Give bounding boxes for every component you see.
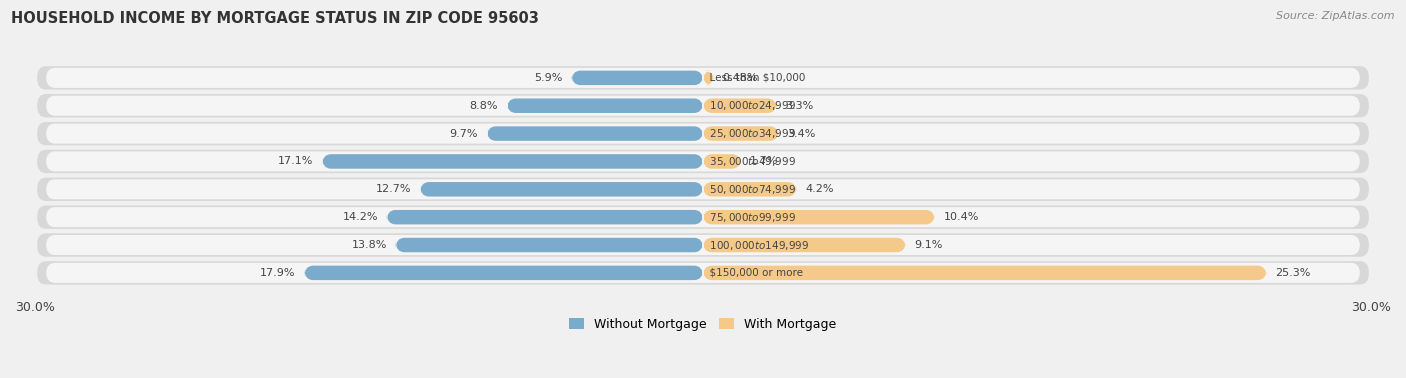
Text: $35,000 to $49,999: $35,000 to $49,999 xyxy=(703,155,796,168)
Text: 9.7%: 9.7% xyxy=(450,129,478,139)
FancyBboxPatch shape xyxy=(46,207,1360,227)
FancyBboxPatch shape xyxy=(703,266,1267,280)
Text: 17.1%: 17.1% xyxy=(278,156,314,166)
Text: 8.8%: 8.8% xyxy=(470,101,498,111)
FancyBboxPatch shape xyxy=(37,66,1369,90)
FancyBboxPatch shape xyxy=(508,99,703,113)
Text: 25.3%: 25.3% xyxy=(1275,268,1310,278)
FancyBboxPatch shape xyxy=(46,235,1360,255)
Text: 3.4%: 3.4% xyxy=(787,129,815,139)
Text: 13.8%: 13.8% xyxy=(352,240,387,250)
FancyBboxPatch shape xyxy=(703,71,714,85)
Text: 12.7%: 12.7% xyxy=(375,184,412,194)
Text: $75,000 to $99,999: $75,000 to $99,999 xyxy=(703,211,796,224)
FancyBboxPatch shape xyxy=(46,179,1360,199)
Text: $10,000 to $24,999: $10,000 to $24,999 xyxy=(703,99,796,112)
Text: 14.2%: 14.2% xyxy=(343,212,378,222)
FancyBboxPatch shape xyxy=(486,126,703,141)
FancyBboxPatch shape xyxy=(703,182,797,197)
FancyBboxPatch shape xyxy=(304,266,703,280)
Text: 4.2%: 4.2% xyxy=(806,184,834,194)
Text: Source: ZipAtlas.com: Source: ZipAtlas.com xyxy=(1277,11,1395,21)
Text: $150,000 or more: $150,000 or more xyxy=(703,268,803,278)
FancyBboxPatch shape xyxy=(46,124,1360,144)
FancyBboxPatch shape xyxy=(703,99,776,113)
FancyBboxPatch shape xyxy=(395,238,703,252)
Legend: Without Mortgage, With Mortgage: Without Mortgage, With Mortgage xyxy=(564,313,842,336)
FancyBboxPatch shape xyxy=(322,154,703,169)
FancyBboxPatch shape xyxy=(46,263,1360,283)
FancyBboxPatch shape xyxy=(37,150,1369,173)
Text: 5.9%: 5.9% xyxy=(534,73,562,83)
Text: 17.9%: 17.9% xyxy=(260,268,295,278)
FancyBboxPatch shape xyxy=(703,210,935,225)
FancyBboxPatch shape xyxy=(46,68,1360,88)
FancyBboxPatch shape xyxy=(37,122,1369,145)
Text: 0.48%: 0.48% xyxy=(723,73,758,83)
FancyBboxPatch shape xyxy=(572,71,703,85)
Text: 10.4%: 10.4% xyxy=(943,212,979,222)
FancyBboxPatch shape xyxy=(37,178,1369,201)
FancyBboxPatch shape xyxy=(37,261,1369,285)
FancyBboxPatch shape xyxy=(703,238,905,252)
FancyBboxPatch shape xyxy=(420,182,703,197)
Text: HOUSEHOLD INCOME BY MORTGAGE STATUS IN ZIP CODE 95603: HOUSEHOLD INCOME BY MORTGAGE STATUS IN Z… xyxy=(11,11,538,26)
Text: $100,000 to $149,999: $100,000 to $149,999 xyxy=(703,239,808,251)
Text: 1.7%: 1.7% xyxy=(749,156,778,166)
FancyBboxPatch shape xyxy=(46,96,1360,116)
FancyBboxPatch shape xyxy=(703,126,779,141)
FancyBboxPatch shape xyxy=(703,154,741,169)
Text: 9.1%: 9.1% xyxy=(914,240,943,250)
Text: $50,000 to $74,999: $50,000 to $74,999 xyxy=(703,183,796,196)
Text: Less than $10,000: Less than $10,000 xyxy=(703,73,806,83)
FancyBboxPatch shape xyxy=(37,233,1369,257)
FancyBboxPatch shape xyxy=(387,210,703,225)
FancyBboxPatch shape xyxy=(46,152,1360,172)
FancyBboxPatch shape xyxy=(37,206,1369,229)
Text: 3.3%: 3.3% xyxy=(786,101,814,111)
FancyBboxPatch shape xyxy=(37,94,1369,118)
Text: $25,000 to $34,999: $25,000 to $34,999 xyxy=(703,127,796,140)
